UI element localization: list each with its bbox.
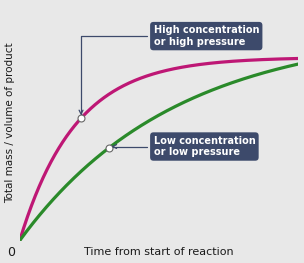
Text: High concentration
or high pressure: High concentration or high pressure [79,25,259,114]
Y-axis label: Total mass / volume of product: Total mass / volume of product [5,43,16,203]
X-axis label: Time from start of reaction: Time from start of reaction [84,247,234,257]
Text: 0: 0 [7,246,16,259]
Text: Low concentration
or low pressure: Low concentration or low pressure [113,136,255,157]
